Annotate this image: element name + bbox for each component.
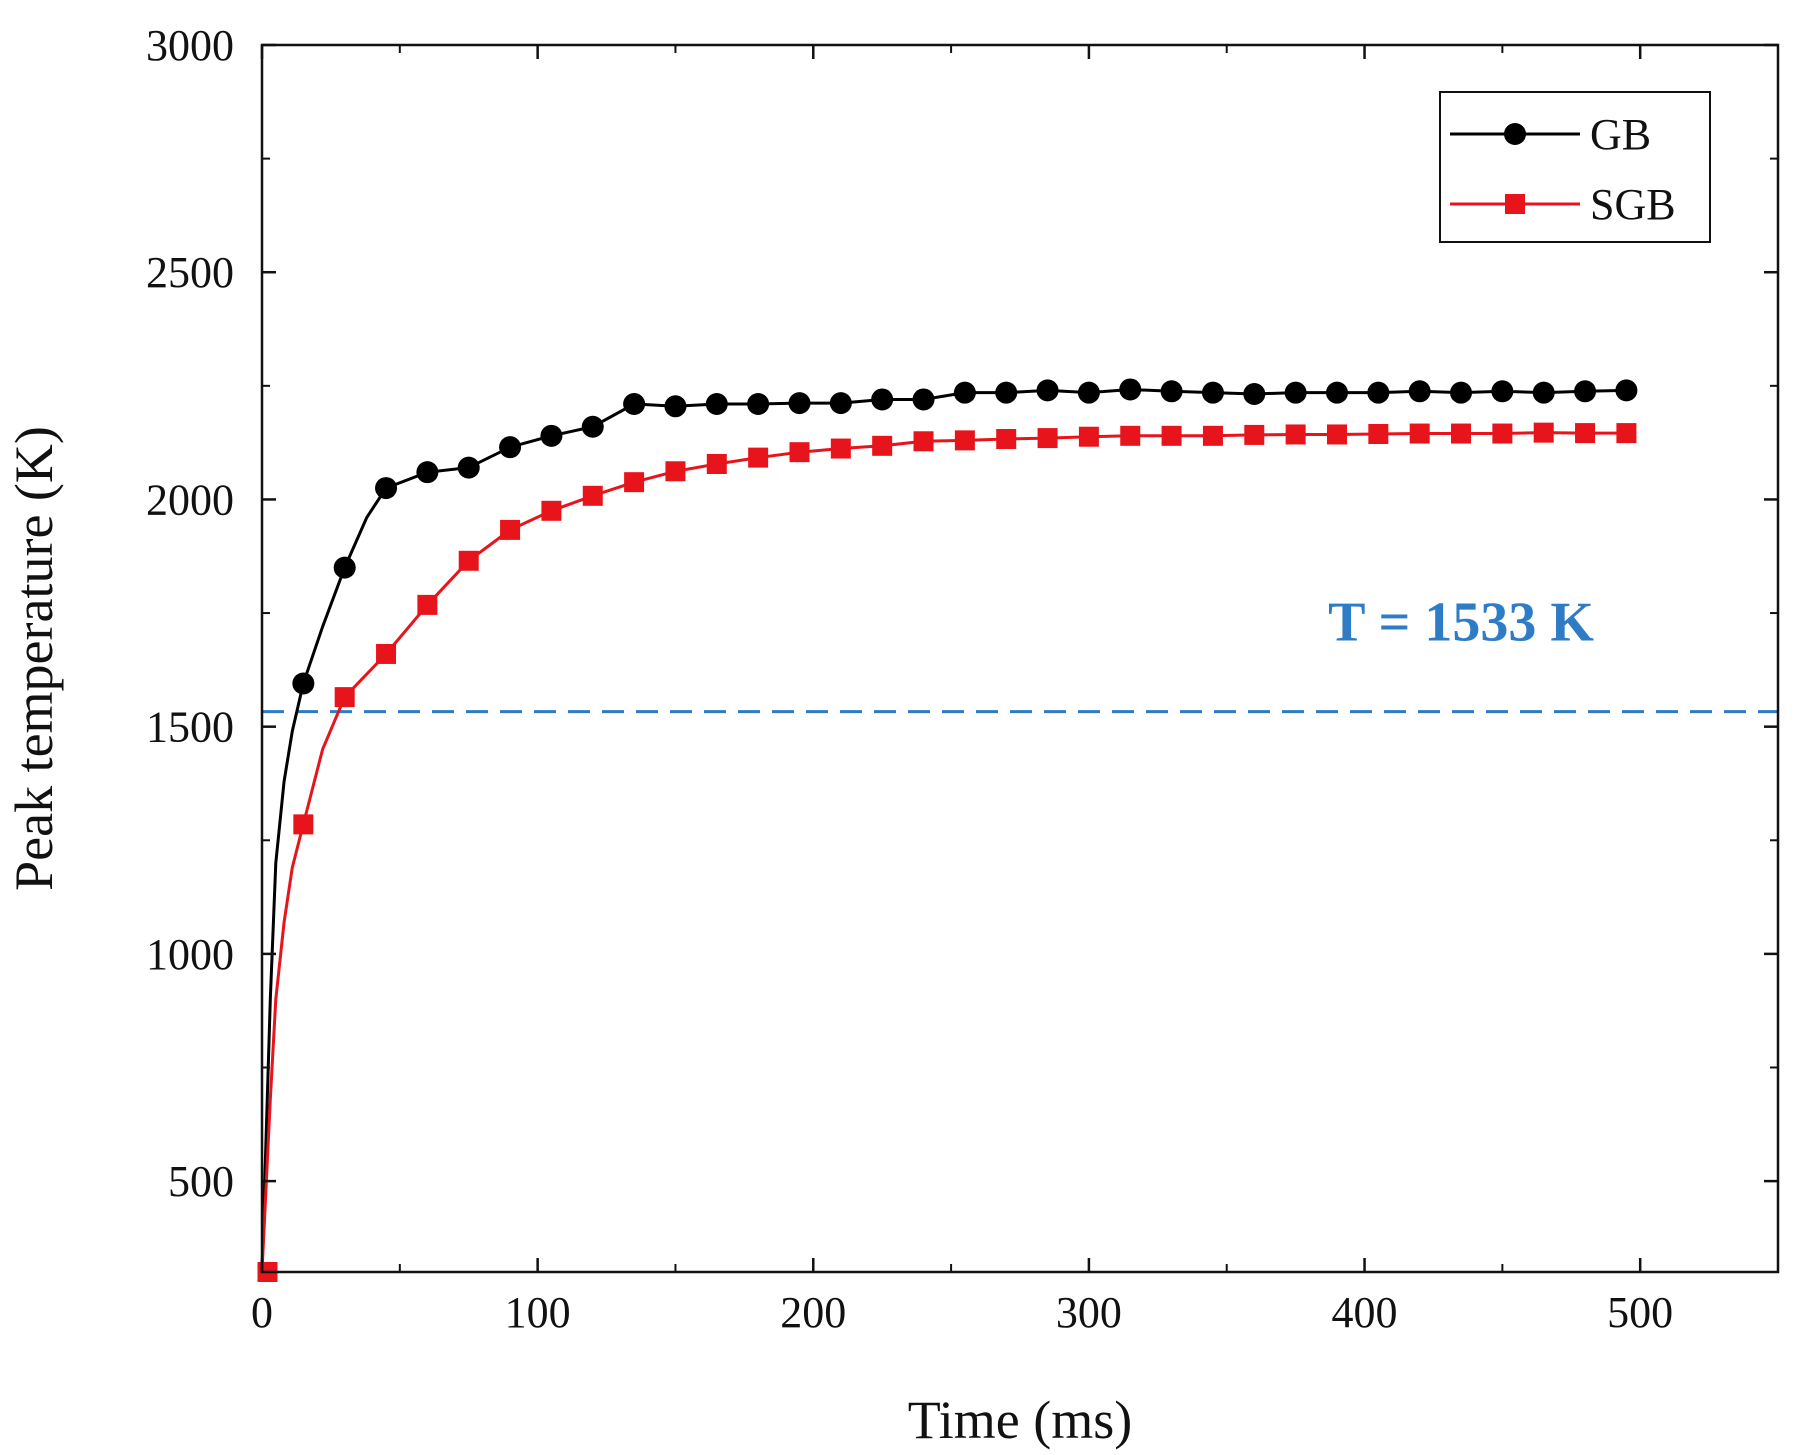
data-point-gb [333,556,356,579]
data-point-sgb [293,814,314,835]
data-point-sgb [1078,426,1099,447]
data-point-gb [1574,380,1597,403]
data-point-sgb [706,453,727,474]
legend-marker-sgb [1505,194,1525,214]
data-point-gb [664,395,687,418]
data-point-sgb [1616,423,1637,444]
data-point-gb [788,392,811,415]
data-point-gb [540,424,563,447]
reference-line-label: T = 1533 K [1328,591,1594,653]
data-point-sgb [1202,425,1223,446]
x-tick-label-0: 0 [251,1288,273,1337]
data-point-gb [416,461,439,484]
y-tick-label-2000: 2000 [146,475,234,524]
data-point-gb [1284,381,1307,404]
data-point-gb [1077,381,1100,404]
data-point-sgb [1326,424,1347,445]
legend-label-gb: GB [1590,110,1651,159]
data-point-sgb [417,594,438,615]
data-point-sgb [1409,423,1430,444]
data-point-sgb [954,430,975,451]
data-point-sgb [334,687,355,708]
data-point-sgb [1161,425,1182,446]
data-point-gb [1367,381,1390,404]
legend-box [1439,91,1711,243]
x-tick-label-300: 300 [1056,1288,1122,1337]
data-point-sgb [500,519,521,540]
data-point-gb [1201,381,1224,404]
plot-area [257,378,1778,1282]
data-point-gb [375,477,398,500]
data-point-sgb [872,435,893,456]
data-point-sgb [1451,423,1472,444]
data-point-sgb [1368,424,1389,445]
data-point-gb [1243,383,1266,406]
x-tick-label-100: 100 [505,1288,571,1337]
data-point-gb [871,388,894,411]
data-point-gb [953,381,976,404]
data-point-sgb [1492,423,1513,444]
x-tick-label-500: 500 [1607,1288,1673,1337]
data-point-gb [457,456,480,479]
data-point-gb [581,415,604,438]
data-point-sgb [789,442,810,463]
data-point-sgb [748,447,769,468]
series-line-gb [260,387,1627,1273]
data-point-gb [1450,381,1473,404]
data-point-gb [1615,379,1638,402]
data-point-gb [499,436,522,459]
data-point-gb [623,393,646,416]
x-tick-label-400: 400 [1332,1288,1398,1337]
data-point-gb [705,393,728,416]
data-point-sgb [1533,422,1554,443]
data-point-sgb [1575,423,1596,444]
data-point-gb [1491,380,1514,403]
data-point-gb [1532,381,1555,404]
plot-frame [260,43,1780,1274]
data-point-gb [1160,380,1183,403]
data-point-sgb [830,438,851,459]
y-tick-label-1500: 1500 [146,703,234,752]
data-point-sgb [1120,425,1141,446]
data-point-sgb [1037,428,1058,449]
legend-label-sgb: SGB [1590,180,1676,229]
data-point-sgb [582,485,603,506]
data-point-sgb [376,643,397,664]
legend: GB SGB [1439,91,1711,243]
legend-marker-gb [1504,123,1526,145]
data-point-sgb [996,429,1017,450]
data-point-sgb [458,550,479,571]
y-tick-label-2500: 2500 [146,248,234,297]
data-point-sgb [1285,424,1306,445]
axis-ticks: 0 100 200 300 400 500 500 1000 1500 2000 2500 3000 [146,21,1778,1337]
data-point-gb [747,393,770,416]
data-point-gb [292,672,315,695]
data-point-gb [1119,378,1142,401]
data-point-sgb [624,472,645,493]
data-point-sgb [541,500,562,521]
x-axis-title: Time (ms) [908,1390,1133,1450]
data-point-sgb [665,461,686,482]
data-point-gb [1036,379,1059,402]
x-tick-label-200: 200 [780,1288,846,1337]
y-tick-label-1000: 1000 [146,930,234,979]
data-point-gb [1408,380,1431,403]
y-tick-label-3000: 3000 [146,21,234,70]
y-axis-title: Peak temperature (K) [4,426,64,891]
data-point-gb [829,392,852,415]
data-point-sgb [913,431,934,452]
data-point-gb [1325,381,1348,404]
data-point-sgb [1244,424,1265,445]
data-point-gb [912,388,935,411]
data-point-gb [995,381,1018,404]
y-tick-label-500: 500 [168,1157,234,1206]
